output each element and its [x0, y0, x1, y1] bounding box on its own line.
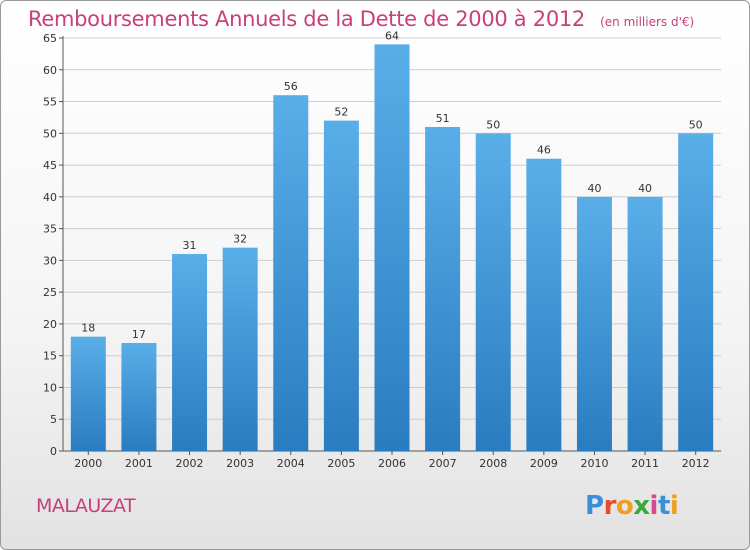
proxiti-logo[interactable]: Proxiti	[585, 491, 679, 521]
x-tick-label: 2000	[74, 457, 102, 470]
value-label: 56	[284, 80, 298, 93]
logo-letter: i	[649, 491, 659, 521]
value-label: 46	[537, 144, 551, 157]
logo-letter: i	[669, 491, 679, 521]
x-tick-label: 2004	[277, 457, 305, 470]
bar-2010	[576, 196, 612, 451]
y-tick-label: 55	[43, 96, 57, 109]
x-tick-label: 2001	[125, 457, 153, 470]
x-tick-label: 2003	[226, 457, 254, 470]
value-label: 64	[385, 29, 399, 42]
chart-unit: (en milliers d'€)	[600, 15, 695, 29]
y-tick-label: 50	[43, 127, 57, 140]
logo-letter: x	[633, 491, 650, 521]
y-tick-label: 0	[50, 445, 57, 458]
y-tick-label: 15	[43, 350, 57, 363]
y-tick-label: 20	[43, 318, 57, 331]
bar-2012	[678, 133, 714, 452]
x-tick-label: 2008	[479, 457, 507, 470]
chart-title: Remboursements Annuels de la Dette de 20…	[28, 7, 585, 31]
value-label: 32	[233, 233, 247, 246]
value-label: 50	[689, 118, 703, 131]
logo-letter: r	[603, 491, 617, 521]
x-tick-label: 2006	[378, 457, 406, 470]
value-label: 40	[638, 182, 652, 195]
logo-letter: t	[657, 491, 670, 521]
y-tick-label: 25	[43, 286, 57, 299]
bars	[70, 44, 714, 452]
value-label: 18	[81, 322, 95, 335]
y-tick-label: 60	[43, 64, 57, 77]
y-tick-label: 65	[43, 32, 57, 45]
bar-2005	[323, 120, 359, 451]
x-tick-label: 2005	[327, 457, 355, 470]
value-label: 40	[587, 182, 601, 195]
y-tick-label: 5	[50, 413, 57, 426]
y-tick-label: 40	[43, 191, 57, 204]
bar-2003	[222, 247, 258, 451]
bar-2011	[627, 196, 663, 451]
bar-2006	[374, 44, 410, 451]
bar-2002	[172, 254, 208, 451]
value-label: 31	[183, 239, 197, 252]
bar-2009	[526, 158, 562, 451]
value-label: 51	[436, 112, 450, 125]
bar-2000	[70, 336, 106, 451]
x-tick-label: 2010	[580, 457, 608, 470]
value-label: 17	[132, 328, 146, 341]
value-label: 50	[486, 118, 500, 131]
x-tick-label: 2007	[429, 457, 457, 470]
x-tick-label: 2011	[631, 457, 659, 470]
bar-2008	[475, 133, 511, 452]
logo-letter: P	[585, 491, 604, 521]
x-tick-label: 2009	[530, 457, 558, 470]
title-row: Remboursements Annuels de la Dette de 20…	[28, 7, 694, 31]
y-tick-label: 35	[43, 223, 57, 236]
x-tick-label: 2012	[682, 457, 710, 470]
y-tick-label: 45	[43, 159, 57, 172]
bar-2004	[273, 95, 309, 451]
bar-2001	[121, 342, 157, 451]
x-tick-label: 2002	[176, 457, 204, 470]
labels: 0 5 10 15 20 25 30 35 40 45 50 55 60 65 2000 18 2001 17 20…	[43, 29, 710, 470]
logo-letter: o	[615, 491, 634, 521]
y-tick-label: 10	[43, 381, 57, 394]
y-tick-label: 30	[43, 254, 57, 267]
commune-name: MALAUZAT	[36, 495, 136, 517]
value-label: 52	[334, 106, 348, 119]
bar-2007	[425, 126, 461, 451]
